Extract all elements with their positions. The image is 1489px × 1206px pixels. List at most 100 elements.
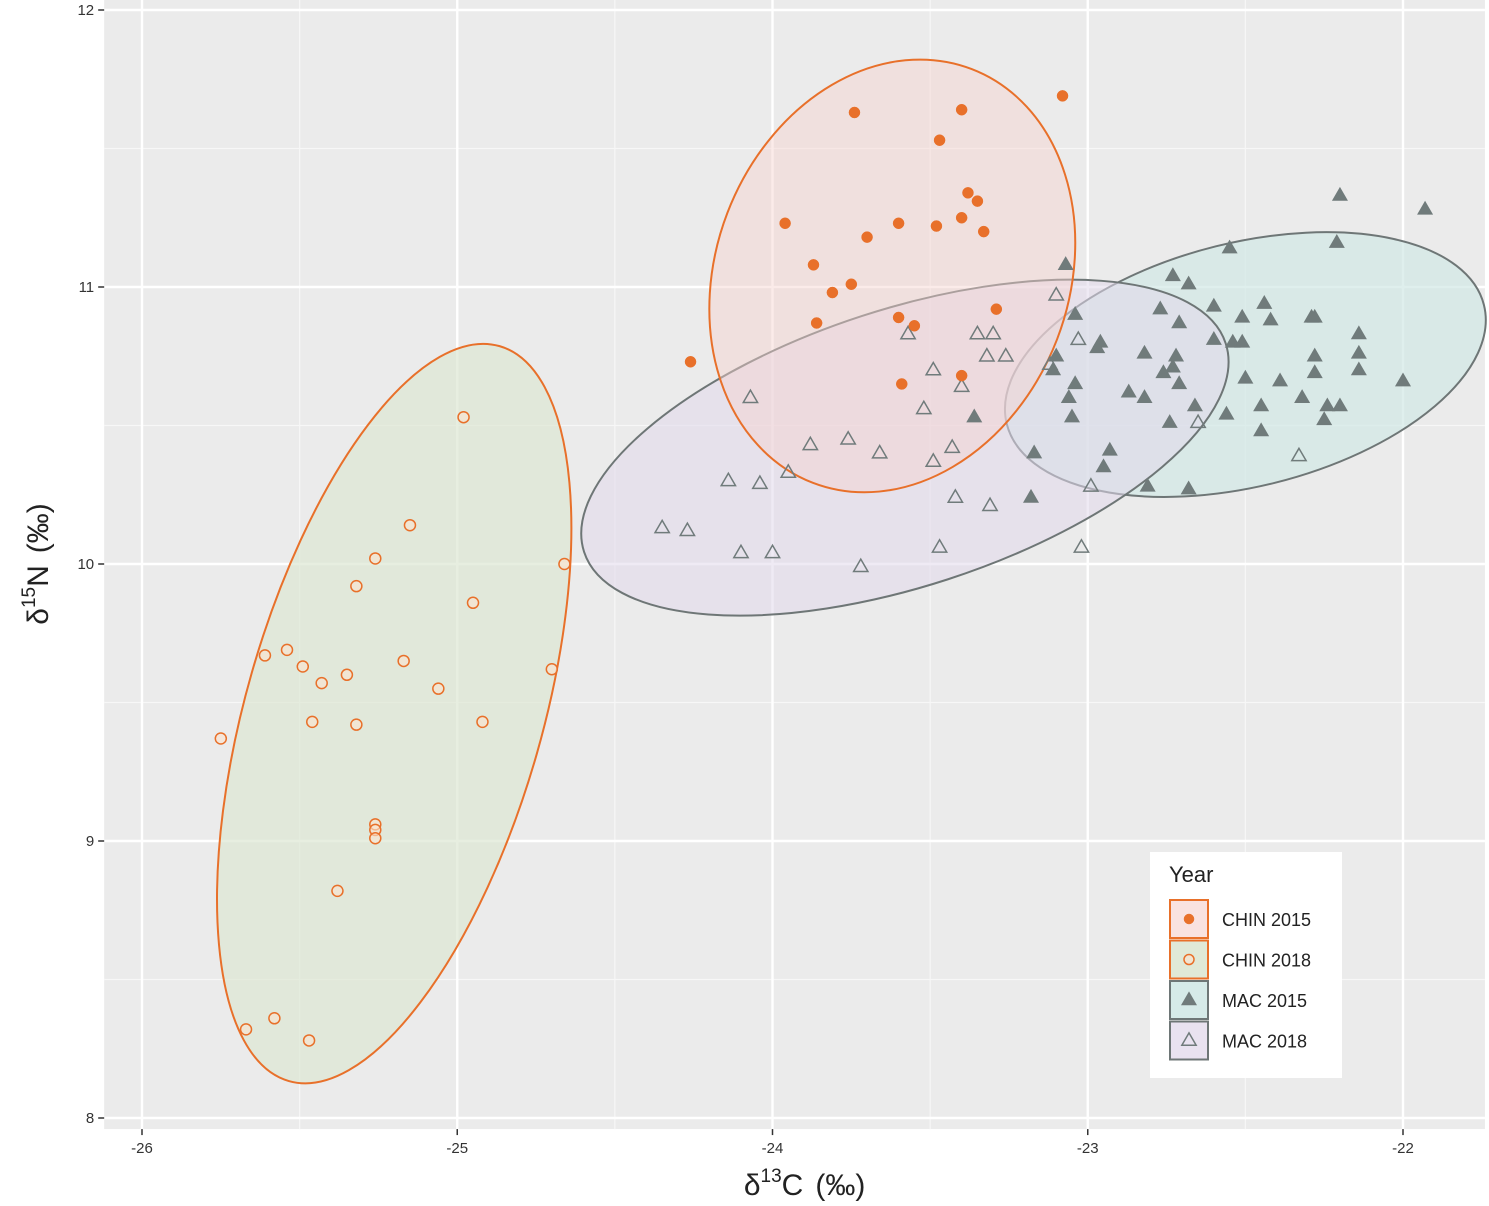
data-point bbox=[779, 217, 791, 230]
data-point bbox=[457, 410, 470, 424]
data-point bbox=[896, 378, 908, 390]
data-point bbox=[1218, 405, 1235, 420]
data-point bbox=[953, 377, 971, 393]
series-mac-2018 bbox=[653, 286, 1308, 573]
data-point bbox=[899, 324, 917, 340]
data-point bbox=[1350, 344, 1367, 359]
data-point bbox=[239, 1023, 253, 1036]
data-points bbox=[214, 90, 1434, 1047]
y-title-prefix: δ bbox=[22, 608, 55, 625]
data-point bbox=[305, 715, 319, 729]
data-point bbox=[268, 1012, 281, 1025]
series-mac-2015 bbox=[966, 186, 1434, 503]
data-point bbox=[1417, 200, 1434, 215]
legend-item[interactable]: MAC 2018 bbox=[1169, 1020, 1307, 1061]
legend: Year CHIN 2015 CHIN 2018 MAC 2015 MAC 2018 bbox=[1150, 852, 1342, 1078]
legend-item[interactable]: CHIN 2015 bbox=[1169, 899, 1311, 939]
data-point bbox=[1306, 364, 1323, 379]
data-point bbox=[558, 557, 571, 571]
data-point bbox=[1180, 275, 1197, 290]
data-point bbox=[981, 496, 999, 512]
data-point bbox=[214, 732, 228, 745]
y-tick-label: 12 bbox=[77, 2, 94, 19]
data-point bbox=[915, 399, 933, 415]
data-point bbox=[1331, 186, 1348, 201]
x-title-main: C bbox=[782, 1169, 804, 1202]
data-point bbox=[807, 259, 820, 271]
legend-marker-icon bbox=[1183, 953, 1195, 966]
data-point bbox=[403, 518, 417, 532]
data-point bbox=[801, 435, 819, 451]
x-tick-label: -22 bbox=[1392, 1140, 1414, 1157]
data-point bbox=[1057, 256, 1074, 271]
legend-items: CHIN 2015 CHIN 2018 MAC 2015 MAC 2018 bbox=[1169, 899, 1311, 1061]
data-point bbox=[1306, 308, 1323, 323]
series-chin-2015 bbox=[684, 90, 1069, 390]
data-point bbox=[810, 317, 823, 329]
data-point bbox=[924, 452, 942, 467]
data-point bbox=[1253, 397, 1270, 412]
data-point bbox=[369, 831, 382, 845]
data-point bbox=[1171, 314, 1188, 329]
legend-marker-icon bbox=[1180, 1031, 1198, 1046]
legend-key bbox=[1169, 1020, 1209, 1061]
series-chin-2018 bbox=[214, 410, 571, 1047]
data-point bbox=[1272, 372, 1289, 387]
data-point bbox=[924, 360, 942, 376]
data-point bbox=[871, 444, 889, 459]
data-point bbox=[1089, 339, 1106, 354]
data-point bbox=[1234, 308, 1251, 323]
data-point bbox=[1067, 375, 1084, 390]
data-point bbox=[369, 552, 382, 565]
data-point bbox=[476, 715, 489, 729]
data-point bbox=[955, 212, 968, 224]
legend-label: CHIN 2015 bbox=[1222, 910, 1311, 930]
data-point bbox=[466, 596, 480, 610]
data-point bbox=[1328, 234, 1345, 248]
data-point bbox=[764, 543, 781, 559]
data-point bbox=[845, 278, 858, 290]
x-tick-label: -26 bbox=[131, 1140, 153, 1157]
data-point bbox=[1120, 383, 1137, 398]
data-point bbox=[296, 660, 310, 673]
data-point bbox=[1047, 286, 1065, 301]
data-point bbox=[1136, 344, 1153, 359]
data-point bbox=[892, 311, 905, 324]
data-point bbox=[1290, 446, 1308, 462]
data-point bbox=[977, 225, 990, 238]
legend-item[interactable]: MAC 2015 bbox=[1169, 980, 1307, 1020]
data-point bbox=[1048, 347, 1065, 362]
legend-label: CHIN 2018 bbox=[1222, 951, 1311, 971]
data-point bbox=[1164, 267, 1181, 282]
data-point bbox=[1205, 330, 1222, 345]
ellipse-mac-2018 bbox=[580, 278, 1230, 617]
data-point bbox=[1063, 408, 1081, 423]
data-point bbox=[1101, 441, 1118, 456]
data-point bbox=[962, 187, 974, 199]
x-axis: -26 -25 -24 -23 -22 bbox=[131, 1129, 1414, 1157]
data-point bbox=[280, 643, 294, 657]
data-point bbox=[1350, 325, 1367, 340]
data-point bbox=[684, 356, 697, 368]
data-point bbox=[943, 438, 961, 454]
data-point bbox=[1331, 397, 1348, 412]
data-point bbox=[1394, 372, 1412, 387]
data-point bbox=[1256, 294, 1273, 309]
data-point bbox=[1082, 477, 1100, 492]
data-point bbox=[1161, 414, 1178, 428]
legend-item[interactable]: CHIN 2018 bbox=[1169, 939, 1311, 980]
data-point bbox=[1316, 411, 1333, 426]
data-point bbox=[1152, 300, 1169, 315]
data-point bbox=[946, 488, 964, 503]
ellipse-chin-2015 bbox=[708, 58, 1077, 494]
x-tick-label: -24 bbox=[762, 1140, 784, 1157]
y-title-superscript: 15 bbox=[19, 587, 40, 608]
data-point bbox=[1136, 389, 1153, 403]
data-point bbox=[397, 654, 410, 668]
x-tick-label: -25 bbox=[446, 1140, 468, 1157]
data-point bbox=[1189, 413, 1207, 429]
y-tick-label: 11 bbox=[79, 279, 95, 296]
data-point bbox=[678, 521, 696, 537]
